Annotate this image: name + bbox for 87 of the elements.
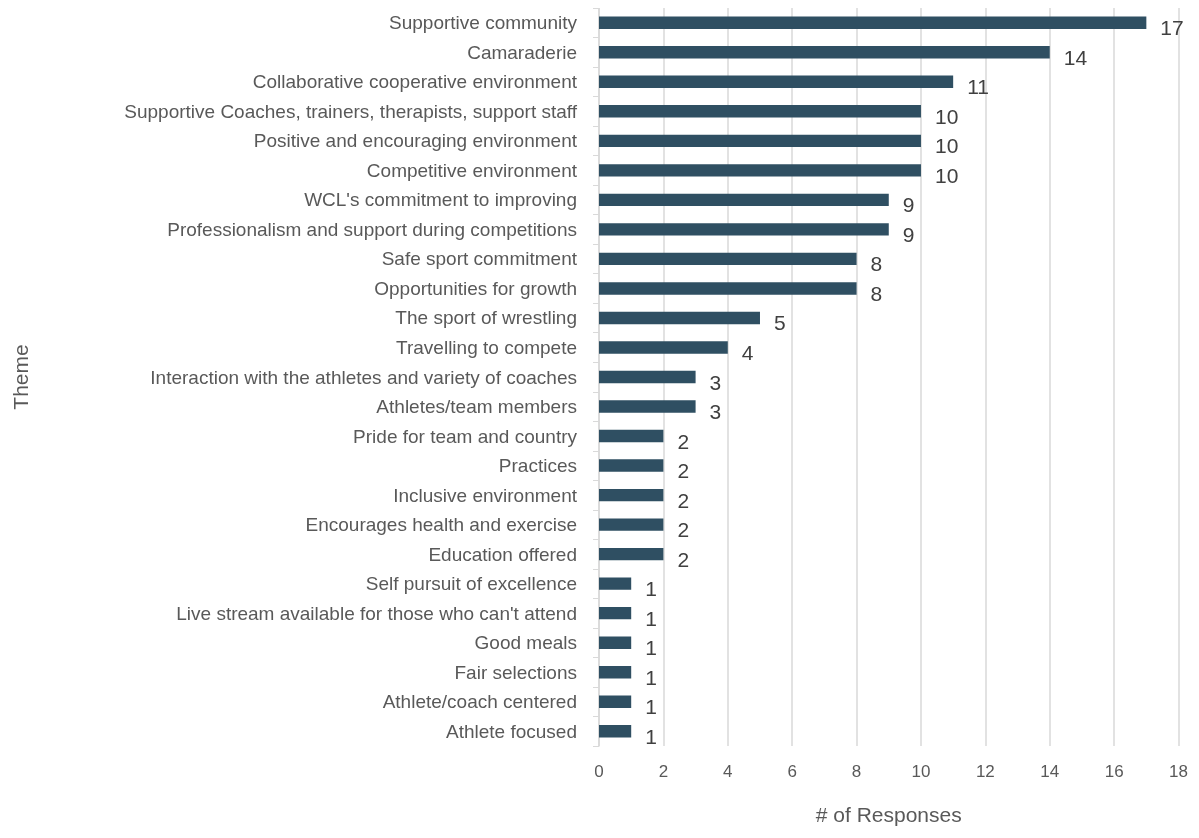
bar [599, 75, 954, 88]
x-tick-label: 10 [911, 762, 931, 781]
bar [599, 666, 632, 679]
bar [599, 518, 664, 531]
bar [599, 223, 889, 236]
y-tick-label: Supportive Coaches, trainers, therapists, support staff [124, 100, 578, 122]
x-tick-label: 0 [594, 762, 604, 781]
data-label: 4 [741, 340, 754, 364]
y-tick-label: Professionalism and support during competitions [167, 218, 577, 240]
data-label: 10 [934, 163, 959, 187]
bar [599, 429, 664, 443]
bar [599, 16, 1147, 29]
bar [599, 488, 664, 502]
y-tick-label: The sport of wrestling [395, 307, 577, 329]
data-label: 8 [870, 281, 883, 305]
data-label: 10 [934, 104, 959, 128]
bar [599, 105, 921, 118]
bar [599, 193, 889, 207]
data-label: 1 [645, 665, 657, 689]
data-label: 1 [645, 606, 657, 630]
data-label: 1 [645, 695, 657, 719]
x-tick-label: 18 [1169, 762, 1189, 781]
data-label: 2 [677, 429, 690, 453]
bar [599, 311, 760, 325]
bar [599, 636, 632, 649]
y-tick-label: Live stream available for those who can't attend [176, 602, 577, 624]
bar [599, 459, 664, 472]
bar [599, 164, 921, 177]
data-label: 2 [677, 547, 690, 571]
data-label: 14 [1063, 45, 1088, 69]
bar [599, 400, 696, 413]
y-tick-label: Athlete focused [446, 720, 577, 742]
y-tick-label: Camaraderie [467, 41, 577, 63]
x-tick-label: 2 [658, 762, 669, 781]
bar [599, 606, 632, 620]
y-tick-label: Encourages health and exercise [305, 514, 577, 536]
y-tick-label: Interaction with the athletes and variety of coaches [150, 366, 577, 388]
y-tick-label: Practices [498, 455, 577, 477]
y-tick-label: Fair selections [454, 661, 577, 683]
x-tick-label: 12 [975, 762, 995, 781]
x-tick-label: 8 [851, 762, 862, 781]
y-tick-label: Opportunities for growth [374, 277, 577, 299]
data-label: 3 [709, 400, 722, 424]
data-label: 9 [902, 193, 915, 217]
data-label: 1 [645, 724, 657, 748]
y-tick-label: Pride for team and country [353, 425, 578, 447]
y-tick-label: Safe sport commitment [381, 248, 578, 270]
x-tick-label: 6 [787, 762, 797, 781]
bar [599, 695, 632, 708]
data-label: 2 [677, 459, 690, 483]
data-label: 8 [870, 252, 883, 276]
y-axis-title: Theme [9, 344, 32, 410]
y-tick-label: Education offered [428, 543, 577, 565]
data-label: 2 [677, 488, 690, 512]
y-tick-label: Self pursuit of excellence [365, 573, 577, 595]
bar [599, 46, 1050, 59]
bar [599, 252, 857, 266]
y-tick-label: Athletes/team members [376, 396, 577, 418]
bar [599, 134, 921, 148]
data-label: 5 [773, 311, 786, 335]
bar [599, 725, 632, 738]
data-label: 1 [645, 636, 657, 660]
y-tick-label: Good meals [474, 632, 577, 654]
data-label: 2 [677, 518, 690, 542]
x-tick-label: 4 [723, 762, 733, 781]
y-tick-label: Competitive environment [366, 159, 578, 181]
data-label: 17 [1160, 16, 1184, 40]
y-tick-label: Supportive community [389, 12, 578, 34]
x-tick-label: 16 [1104, 762, 1124, 781]
data-label: 10 [934, 134, 959, 158]
x-tick-label: 14 [1040, 762, 1060, 781]
bar [599, 282, 857, 295]
data-label: 11 [967, 75, 989, 99]
y-tick-label: WCL's commitment to improving [304, 189, 577, 211]
y-tick-label: Athlete/coach centered [382, 691, 577, 713]
y-tick-label: Positive and encouraging environment [253, 130, 578, 152]
x-axis-title: # of Responses [815, 803, 962, 826]
y-tick-label: Inclusive environment [393, 484, 578, 506]
bar [599, 341, 728, 354]
data-label: 9 [902, 222, 915, 246]
bar [599, 577, 632, 590]
data-label: 3 [709, 370, 722, 394]
y-tick-label: Travelling to compete [396, 336, 577, 358]
y-tick-label: Collaborative cooperative environment [252, 71, 578, 93]
bar [599, 547, 664, 561]
bar [599, 370, 696, 384]
data-label: 1 [645, 577, 657, 601]
